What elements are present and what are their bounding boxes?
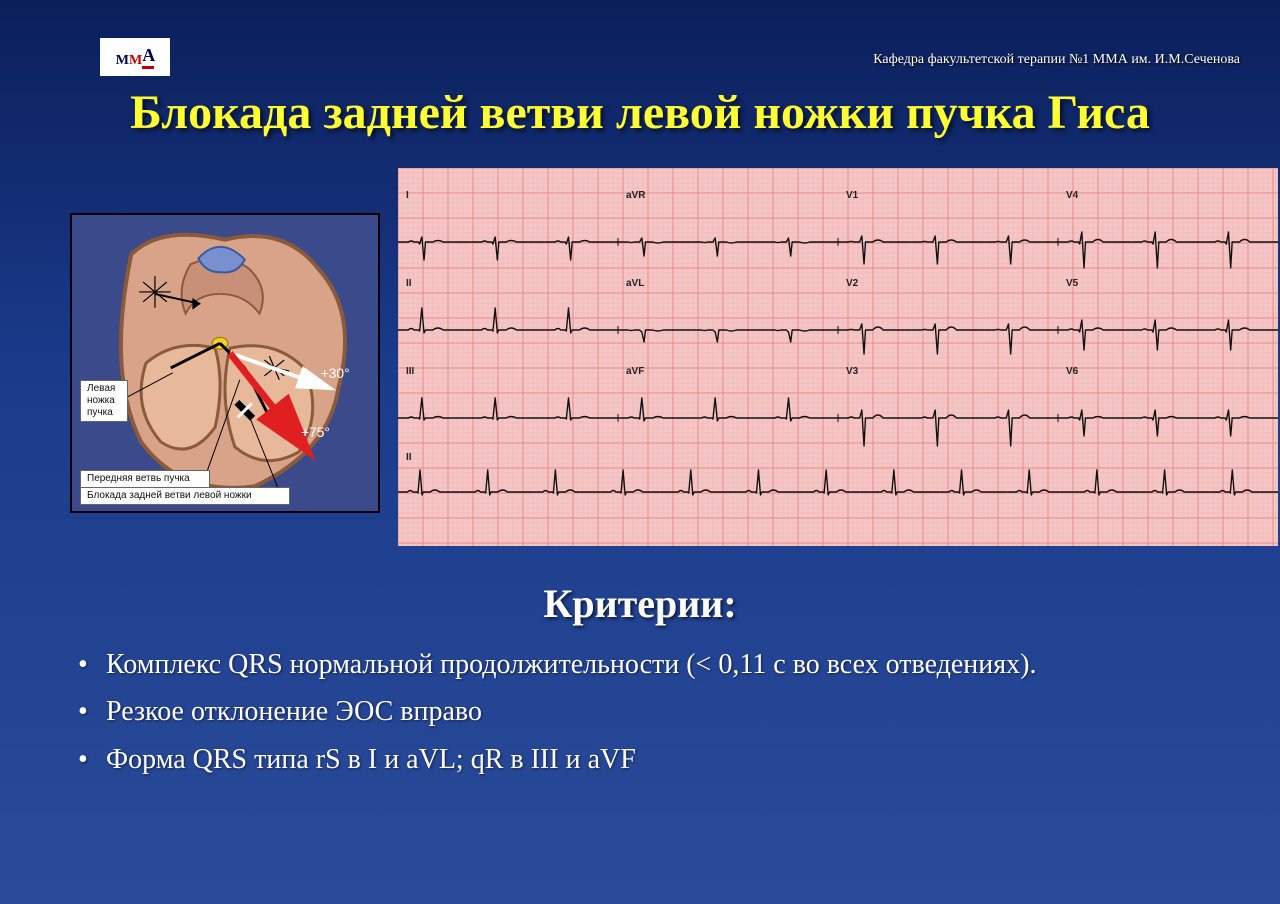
svg-text:V5: V5 — [1066, 278, 1079, 289]
ecg-svg: IaVR V1 V4 II aVL V2 V5 III aVF V3 V6 II — [398, 168, 1278, 546]
slide: MMA Кафедра факультетской терапии №1 ММА… — [0, 0, 1280, 904]
svg-text:V3: V3 — [846, 366, 859, 377]
logo-text: MMA — [116, 45, 154, 69]
svg-text:aVR: aVR — [626, 190, 646, 201]
criteria-heading: Критерии: — [70, 580, 1210, 627]
svg-text:V4: V4 — [1066, 190, 1079, 201]
criteria-item: Комплекс QRS нормальной продолжительност… — [70, 645, 1210, 684]
svg-text:V2: V2 — [846, 278, 859, 289]
angle-label-1: +30° — [321, 365, 350, 381]
criteria-list: Комплекс QRS нормальной продолжительност… — [70, 645, 1210, 779]
figure-row: +30° +75° Левая ножка пучка Передняя вет… — [70, 168, 1230, 546]
svg-text:aVF: aVF — [626, 366, 644, 377]
svg-text:V1: V1 — [846, 190, 859, 201]
slide-title: Блокада задней ветви левой ножки пучка Г… — [50, 85, 1230, 140]
svg-text:III: III — [406, 366, 415, 377]
svg-text:I: I — [406, 190, 409, 201]
svg-text:II: II — [406, 452, 412, 463]
svg-text:II: II — [406, 278, 412, 289]
svg-text:V6: V6 — [1066, 366, 1079, 377]
heart-label-1: Левая ножка пучка — [80, 380, 128, 422]
header-institution: Кафедра факультетской терапии №1 ММА им.… — [873, 52, 1240, 68]
institution-logo: MMA — [100, 38, 170, 76]
heart-diagram: +30° +75° Левая ножка пучка Передняя вет… — [70, 213, 380, 513]
criteria-item: Резкое отклонение ЭОС вправо — [70, 692, 1210, 731]
criteria-item: Форма QRS типа rS в I и aVL; qR в III и … — [70, 740, 1210, 779]
svg-text:aVL: aVL — [626, 278, 644, 289]
angle-label-2: +75° — [301, 424, 330, 440]
ecg-tracing: IaVR V1 V4 II aVL V2 V5 III aVF V3 V6 II — [398, 168, 1278, 546]
heart-label-2: Передняя ветвь пучка — [80, 470, 210, 488]
heart-label-3: Блокада задней ветви левой ножки — [80, 487, 290, 505]
criteria-block: Критерии: Комплекс QRS нормальной продол… — [50, 580, 1230, 779]
heart-svg: +30° +75° — [72, 215, 378, 511]
